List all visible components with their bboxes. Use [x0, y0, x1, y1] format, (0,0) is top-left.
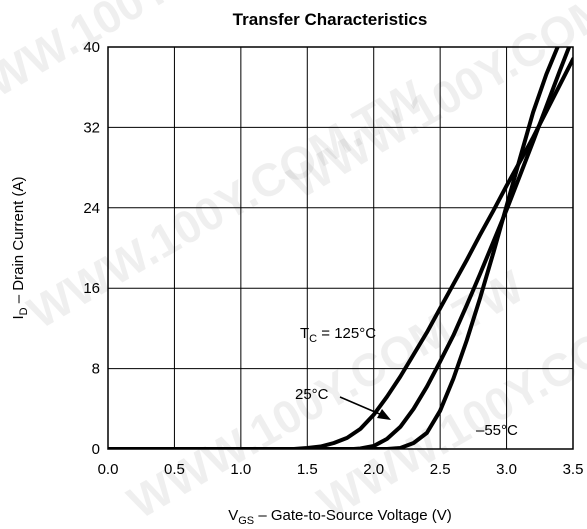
x-tick-label: 2.0 — [363, 461, 384, 478]
x-tick-label: 0.5 — [164, 461, 185, 478]
x-tick-label: 3.5 — [563, 461, 584, 478]
series-line-0 — [108, 57, 573, 449]
y-tick-label: 8 — [92, 361, 100, 378]
annotation-125c-sub: C — [309, 333, 317, 345]
x-axis-label-rest: – Gate-to-Source Voltage (V) — [254, 507, 452, 524]
plot-frame — [107, 46, 574, 450]
annotation-25c-arrow — [339, 396, 383, 416]
x-tick-labels: 0.0 0.5 1.0 1.5 2.0 2.5 3.0 3.5 — [98, 461, 584, 478]
watermark-text: WWW.100Y.COM.TW — [279, 0, 587, 209]
y-tick-label: 16 — [83, 280, 100, 297]
x-tick-label: 0.0 — [98, 461, 119, 478]
x-tick-label: 1.0 — [230, 461, 251, 478]
x-axis-label-sub: GS — [238, 515, 254, 527]
x-axis-label: VGS – Gate-to-Source Voltage (V) — [228, 507, 452, 527]
x-tick-label: 3.0 — [496, 461, 517, 478]
x-tick-label: 1.5 — [297, 461, 318, 478]
y-tick-label: 24 — [83, 200, 100, 217]
series-line-1 — [108, 47, 572, 449]
annotation-125c-main: T — [300, 325, 309, 342]
annotation-25c-arrowhead — [377, 409, 391, 420]
y-tick-label: 0 — [92, 441, 100, 458]
annotation-25c: 25°C — [295, 386, 329, 403]
x-tick-label: 2.5 — [430, 461, 451, 478]
chart-title: Transfer Characteristics — [233, 10, 428, 29]
series-line-2 — [108, 47, 560, 449]
y-axis-label-rest: – Drain Current (A) — [10, 177, 27, 308]
annotation-minus55c: –55°C — [476, 422, 518, 439]
y-axis-label-sub: D — [18, 307, 30, 315]
y-tick-label: 40 — [83, 39, 100, 56]
annotation-125c-rest: = 125°C — [317, 325, 376, 342]
x-axis-label-main: V — [228, 507, 238, 524]
curves — [108, 47, 573, 449]
y-axis-label-main: I — [10, 315, 27, 319]
y-tick-labels: 0 8 16 24 32 40 — [83, 39, 100, 458]
y-axis-label: ID – Drain Current (A) — [10, 177, 30, 320]
y-tick-label: 32 — [83, 119, 100, 136]
annotation-125c: TC = 125°C — [300, 325, 376, 345]
